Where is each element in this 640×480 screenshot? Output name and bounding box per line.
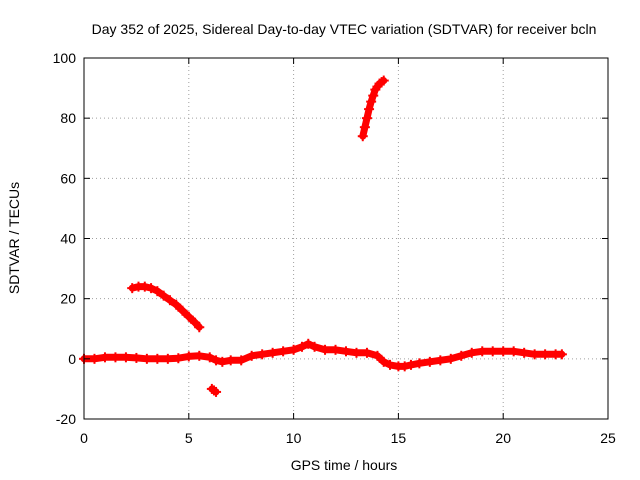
data-point bbox=[139, 281, 150, 292]
data-point bbox=[158, 290, 169, 301]
data-point bbox=[99, 352, 110, 363]
data-point bbox=[183, 351, 194, 362]
data-point bbox=[236, 355, 247, 366]
data-point bbox=[456, 350, 467, 361]
data-point bbox=[225, 355, 236, 366]
y-tick-label: 20 bbox=[60, 291, 76, 307]
data-point bbox=[146, 283, 157, 294]
data-point bbox=[173, 353, 184, 364]
data-point bbox=[127, 283, 138, 294]
data-point bbox=[378, 356, 389, 367]
data-point bbox=[89, 353, 100, 364]
data-point bbox=[309, 341, 320, 352]
y-tick-label: 0 bbox=[68, 351, 76, 367]
y-axis-label: SDTVAR / TECUs bbox=[6, 182, 22, 294]
series-baseline bbox=[79, 338, 567, 372]
data-point bbox=[183, 311, 194, 322]
data-point bbox=[288, 344, 299, 355]
x-tick-label: 20 bbox=[495, 430, 511, 446]
data-point bbox=[211, 355, 222, 366]
data-point bbox=[152, 353, 163, 364]
data-point bbox=[141, 353, 152, 364]
data-point bbox=[376, 77, 387, 88]
chart-title: Day 352 of 2025, Sidereal Day-to-day VTE… bbox=[92, 21, 597, 37]
x-axis-label: GPS time / hours bbox=[291, 457, 398, 473]
data-point bbox=[177, 305, 188, 316]
data-point bbox=[519, 347, 530, 358]
grid-layer bbox=[84, 58, 608, 419]
data-point bbox=[278, 346, 289, 357]
data-point bbox=[529, 349, 540, 360]
data-point bbox=[540, 349, 551, 360]
data-point bbox=[208, 385, 219, 396]
data-point bbox=[414, 358, 425, 369]
data-point bbox=[361, 347, 372, 358]
data-point bbox=[378, 75, 389, 86]
data-point bbox=[435, 355, 446, 366]
data-point bbox=[152, 286, 163, 297]
data-point bbox=[131, 352, 142, 363]
series-layer bbox=[79, 75, 567, 397]
x-tick-label: 10 bbox=[286, 430, 302, 446]
data-point bbox=[508, 346, 519, 357]
data-point bbox=[320, 344, 331, 355]
data-point bbox=[368, 90, 379, 101]
data-point bbox=[341, 346, 351, 357]
data-point bbox=[364, 104, 375, 115]
series-arc-early bbox=[127, 281, 205, 333]
x-tick-label: 25 bbox=[600, 430, 616, 446]
data-point bbox=[351, 347, 362, 358]
data-point bbox=[162, 353, 173, 364]
data-point bbox=[120, 352, 131, 363]
data-point bbox=[296, 341, 307, 352]
series-isolated bbox=[206, 383, 222, 397]
data-point bbox=[399, 361, 410, 372]
data-point bbox=[211, 386, 222, 397]
data-point bbox=[466, 347, 477, 358]
data-point bbox=[357, 131, 368, 142]
data-point bbox=[405, 359, 416, 370]
x-tick-label: 0 bbox=[80, 430, 88, 446]
y-tick-label: 100 bbox=[53, 50, 77, 66]
data-point bbox=[246, 350, 257, 361]
y-tick-label: -20 bbox=[56, 411, 76, 427]
data-point bbox=[556, 349, 567, 360]
y-tick-label: 80 bbox=[60, 110, 76, 126]
y-tick-label: 40 bbox=[60, 231, 76, 247]
data-point bbox=[385, 359, 396, 370]
data-point bbox=[164, 295, 175, 306]
plot-frame bbox=[83, 57, 609, 420]
data-point bbox=[359, 122, 370, 133]
data-point bbox=[372, 350, 383, 361]
x-tick-label: 15 bbox=[391, 430, 407, 446]
x-tick-label: 5 bbox=[185, 430, 193, 446]
data-point bbox=[194, 350, 205, 361]
data-point bbox=[445, 353, 456, 364]
data-point bbox=[303, 338, 314, 349]
data-point bbox=[477, 346, 488, 357]
data-point bbox=[194, 322, 205, 333]
data-point bbox=[204, 352, 215, 363]
y-tick-label: 60 bbox=[60, 170, 76, 186]
data-point bbox=[498, 346, 509, 357]
data-point bbox=[217, 356, 228, 367]
data-point bbox=[330, 344, 341, 355]
data-point bbox=[366, 96, 377, 107]
data-point bbox=[361, 113, 372, 124]
data-point bbox=[267, 347, 278, 358]
data-point bbox=[257, 349, 268, 360]
data-point bbox=[487, 346, 498, 357]
data-point bbox=[171, 299, 182, 310]
data-point bbox=[110, 352, 121, 363]
series-arc-high bbox=[357, 75, 389, 142]
data-point bbox=[424, 356, 435, 367]
